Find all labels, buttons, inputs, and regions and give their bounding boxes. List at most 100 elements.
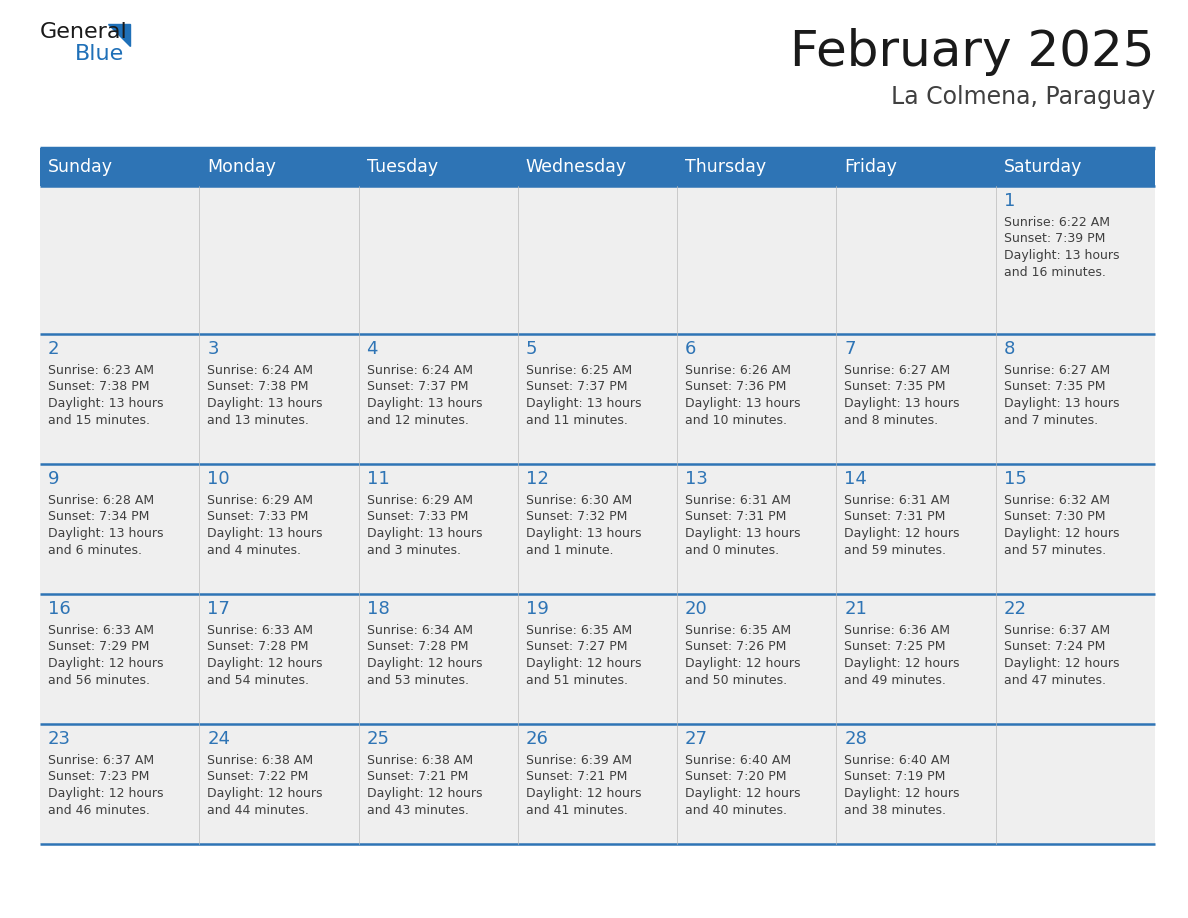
Text: Sunset: 7:28 PM: Sunset: 7:28 PM (207, 641, 309, 654)
Bar (40, 186, 200, 334)
Text: Sunset: 7:35 PM: Sunset: 7:35 PM (845, 380, 946, 394)
Text: Sunrise: 6:39 AM: Sunrise: 6:39 AM (526, 754, 632, 767)
Text: Daylight: 12 hours: Daylight: 12 hours (845, 657, 960, 670)
Text: 5: 5 (526, 340, 537, 358)
Text: Daylight: 12 hours: Daylight: 12 hours (845, 787, 960, 800)
Text: 7: 7 (845, 340, 855, 358)
Bar (996, 594, 1155, 724)
Text: Daylight: 12 hours: Daylight: 12 hours (685, 787, 801, 800)
Text: Sunset: 7:21 PM: Sunset: 7:21 PM (367, 770, 468, 783)
Text: 1: 1 (1004, 192, 1015, 210)
Text: Sunrise: 6:34 AM: Sunrise: 6:34 AM (367, 624, 473, 637)
Text: General: General (40, 22, 128, 42)
Text: Sunset: 7:33 PM: Sunset: 7:33 PM (207, 510, 309, 523)
Text: Daylight: 12 hours: Daylight: 12 hours (526, 657, 642, 670)
Text: Sunrise: 6:31 AM: Sunrise: 6:31 AM (685, 494, 791, 507)
Text: 23: 23 (48, 730, 71, 748)
Text: and 1 minute.: and 1 minute. (526, 543, 613, 556)
Bar (359, 148, 518, 186)
Text: February 2025: February 2025 (790, 28, 1155, 76)
Text: 24: 24 (207, 730, 230, 748)
Text: Daylight: 13 hours: Daylight: 13 hours (367, 397, 482, 410)
Text: Daylight: 13 hours: Daylight: 13 hours (526, 397, 642, 410)
Bar (518, 148, 677, 186)
Bar (200, 186, 359, 334)
Bar (677, 724, 836, 844)
Bar (359, 594, 518, 724)
Text: La Colmena, Paraguay: La Colmena, Paraguay (891, 85, 1155, 109)
Bar (40, 464, 200, 594)
Text: Sunrise: 6:25 AM: Sunrise: 6:25 AM (526, 364, 632, 377)
Text: and 15 minutes.: and 15 minutes. (48, 413, 150, 427)
Text: Daylight: 13 hours: Daylight: 13 hours (685, 527, 801, 540)
Text: Sunrise: 6:40 AM: Sunrise: 6:40 AM (685, 754, 791, 767)
Text: Sunset: 7:20 PM: Sunset: 7:20 PM (685, 770, 786, 783)
Text: and 38 minutes.: and 38 minutes. (845, 803, 947, 816)
Text: Sunrise: 6:26 AM: Sunrise: 6:26 AM (685, 364, 791, 377)
Text: Sunrise: 6:31 AM: Sunrise: 6:31 AM (845, 494, 950, 507)
Text: Daylight: 12 hours: Daylight: 12 hours (685, 657, 801, 670)
Text: Daylight: 13 hours: Daylight: 13 hours (1004, 397, 1119, 410)
Bar (996, 724, 1155, 844)
Text: and 0 minutes.: and 0 minutes. (685, 543, 779, 556)
Text: 26: 26 (526, 730, 549, 748)
Bar (359, 464, 518, 594)
Text: and 59 minutes.: and 59 minutes. (845, 543, 947, 556)
Text: and 46 minutes.: and 46 minutes. (48, 803, 150, 816)
Text: 2: 2 (48, 340, 59, 358)
Bar (200, 148, 359, 186)
Bar (677, 464, 836, 594)
Text: 14: 14 (845, 470, 867, 488)
Polygon shape (108, 24, 129, 46)
Text: Daylight: 13 hours: Daylight: 13 hours (207, 527, 323, 540)
Bar (836, 724, 996, 844)
Bar (518, 594, 677, 724)
Text: and 53 minutes.: and 53 minutes. (367, 674, 468, 687)
Text: Sunset: 7:24 PM: Sunset: 7:24 PM (1004, 641, 1105, 654)
Text: Tuesday: Tuesday (367, 158, 437, 176)
Text: 28: 28 (845, 730, 867, 748)
Text: and 4 minutes.: and 4 minutes. (207, 543, 302, 556)
Text: and 47 minutes.: and 47 minutes. (1004, 674, 1106, 687)
Text: Daylight: 13 hours: Daylight: 13 hours (685, 397, 801, 410)
Text: 3: 3 (207, 340, 219, 358)
Text: Sunrise: 6:28 AM: Sunrise: 6:28 AM (48, 494, 154, 507)
Text: Sunrise: 6:37 AM: Sunrise: 6:37 AM (48, 754, 154, 767)
Text: 6: 6 (685, 340, 696, 358)
Text: Sunrise: 6:35 AM: Sunrise: 6:35 AM (526, 624, 632, 637)
Text: Sunrise: 6:22 AM: Sunrise: 6:22 AM (1004, 216, 1110, 229)
Text: and 54 minutes.: and 54 minutes. (207, 674, 309, 687)
Text: 20: 20 (685, 600, 708, 618)
Text: Saturday: Saturday (1004, 158, 1082, 176)
Text: Sunset: 7:31 PM: Sunset: 7:31 PM (845, 510, 946, 523)
Text: Sunrise: 6:35 AM: Sunrise: 6:35 AM (685, 624, 791, 637)
Text: 18: 18 (367, 600, 390, 618)
Bar (836, 334, 996, 464)
Bar (677, 148, 836, 186)
Text: and 50 minutes.: and 50 minutes. (685, 674, 788, 687)
Text: and 6 minutes.: and 6 minutes. (48, 543, 141, 556)
Text: Sunrise: 6:33 AM: Sunrise: 6:33 AM (207, 624, 314, 637)
Text: Sunset: 7:39 PM: Sunset: 7:39 PM (1004, 232, 1105, 245)
Text: 8: 8 (1004, 340, 1015, 358)
Bar (836, 148, 996, 186)
Text: Sunrise: 6:40 AM: Sunrise: 6:40 AM (845, 754, 950, 767)
Bar (200, 464, 359, 594)
Bar (359, 186, 518, 334)
Text: Daylight: 13 hours: Daylight: 13 hours (48, 397, 164, 410)
Text: and 44 minutes.: and 44 minutes. (207, 803, 309, 816)
Bar (40, 594, 200, 724)
Text: Daylight: 13 hours: Daylight: 13 hours (367, 527, 482, 540)
Text: Sunrise: 6:27 AM: Sunrise: 6:27 AM (1004, 364, 1110, 377)
Text: Sunset: 7:30 PM: Sunset: 7:30 PM (1004, 510, 1105, 523)
Text: and 13 minutes.: and 13 minutes. (207, 413, 309, 427)
Text: Sunrise: 6:23 AM: Sunrise: 6:23 AM (48, 364, 154, 377)
Bar (996, 186, 1155, 334)
Text: Sunset: 7:19 PM: Sunset: 7:19 PM (845, 770, 946, 783)
Text: Daylight: 12 hours: Daylight: 12 hours (1004, 527, 1119, 540)
Text: Sunset: 7:28 PM: Sunset: 7:28 PM (367, 641, 468, 654)
Bar (677, 594, 836, 724)
Text: Sunrise: 6:36 AM: Sunrise: 6:36 AM (845, 624, 950, 637)
Text: Sunset: 7:33 PM: Sunset: 7:33 PM (367, 510, 468, 523)
Text: Daylight: 12 hours: Daylight: 12 hours (207, 787, 323, 800)
